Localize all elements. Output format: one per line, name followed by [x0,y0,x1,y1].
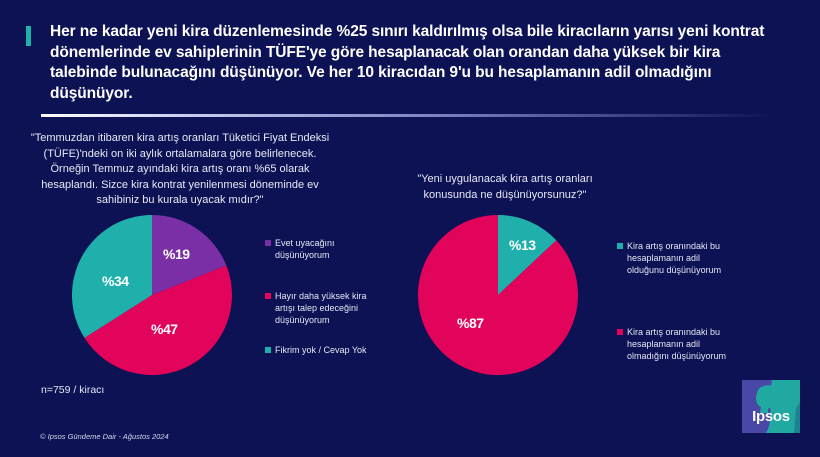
left-pie-svg [71,215,233,376]
legend-swatch-teal [617,243,623,249]
legend-item-hayir: Hayır daha yüksek kira artışı talep edec… [265,290,387,326]
ipsos-logo-icon [742,380,800,433]
legend-item-adil: Kira artış oranındaki bu hesaplamanın ad… [617,240,739,276]
left-pie-chart: %19 %47 %34 [71,214,233,376]
left-chart-question: "Temmuzdan itibaren kira artış oranları … [30,132,330,206]
pie-slice-evet [152,215,227,295]
pie-slice-fikrim-yok [71,215,152,338]
divider [41,114,776,117]
legend-item-fikrim-yok: Fikrim yok / Cevap Yok [265,344,405,356]
headline: Her ne kadar yeni kira düzenlemesinde %2… [50,23,765,102]
logo-text: Ipsos [752,408,790,425]
right-pie-svg [417,215,578,375]
slice-label-87: %87 [457,315,484,331]
right-chart-question: "Yeni uygulanacak kira artış oranları ko… [417,173,593,201]
slice-label-34: %34 [102,273,129,289]
legend-swatch-teal [265,347,271,353]
legend-item-adil-degil: Kira artış oranındaki bu hesaplamanın ad… [617,326,739,362]
pie-slice-hayir [84,265,233,376]
pie-slice-adil-degil [417,215,578,375]
legend-swatch-pink [617,329,623,335]
legend-label: Fikrim yok / Cevap Yok [275,345,367,355]
right-pie-chart: %13 %87 [417,214,579,376]
legend-swatch-purple [265,240,271,246]
pie-slice-adil [498,215,557,295]
legend-label: Kira artış oranındaki bu hesaplamanın ad… [627,327,727,361]
ipsos-logo: Ipsos [742,380,800,433]
slice-label-47: %47 [151,321,178,337]
legend-label: Kira artış oranındaki bu hesaplamanın ad… [627,241,722,275]
legend-label: Evet uyacağını düşünüyorum [275,238,335,260]
slice-label-19: %19 [163,246,190,262]
sample-size-note: n=759 / kiracı [41,384,105,396]
legend-label: Hayır daha yüksek kira artışı talep edec… [275,291,367,325]
slice-label-13: %13 [509,237,536,253]
legend-swatch-pink [265,293,271,299]
legend-item-evet: Evet uyacağını düşünüyorum [265,237,365,261]
accent-bar [26,26,31,46]
copyright-footer: © Ipsos Gündeme Dair - Ağustos 2024 [40,432,169,441]
